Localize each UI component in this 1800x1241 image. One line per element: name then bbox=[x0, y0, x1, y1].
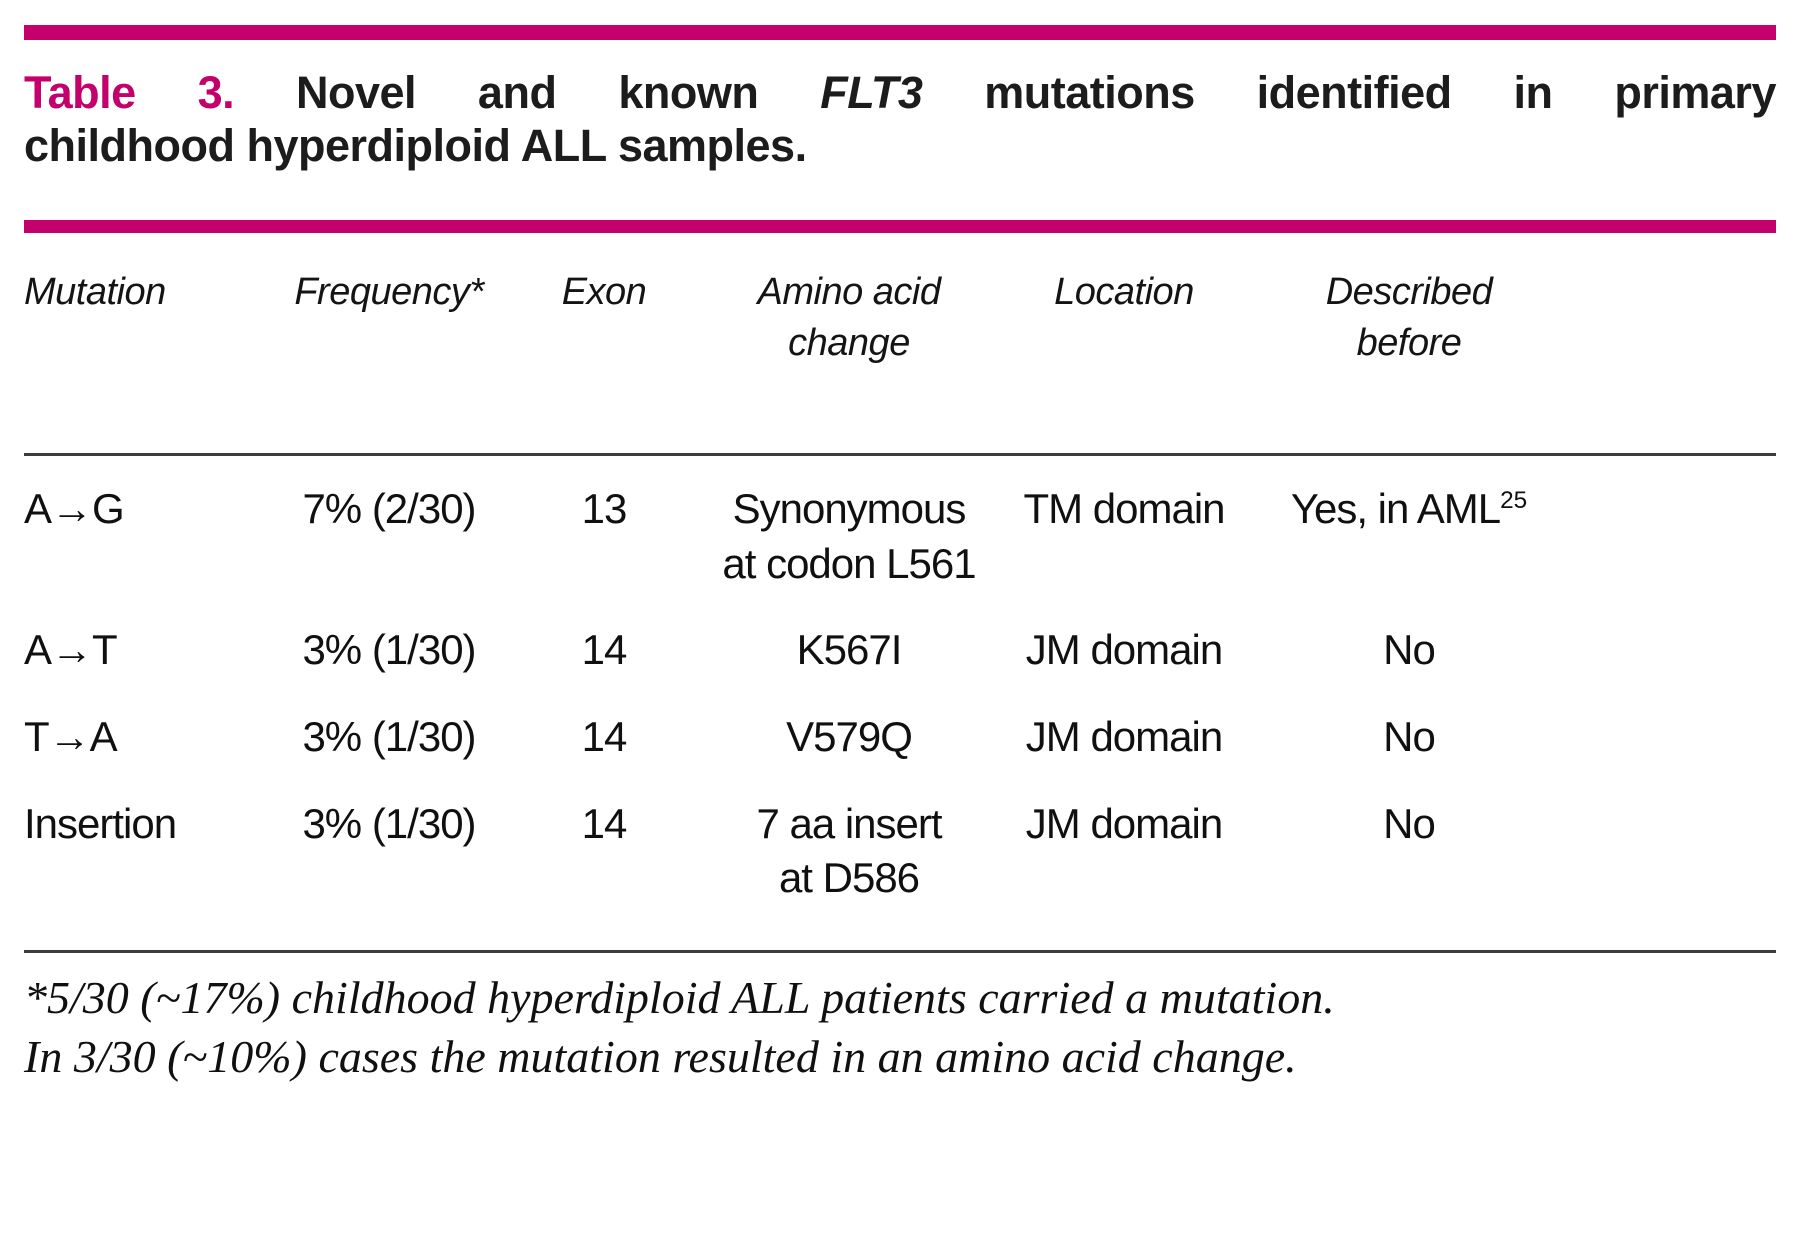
cell-frequency: 3% (1/30) bbox=[302, 626, 476, 674]
table-row: Insertion 3% (1/30) 14 7 aa insert at D5… bbox=[24, 797, 1776, 906]
footnote-divider-rule bbox=[24, 949, 1776, 953]
table-title-text-2: mutations identified in primary bbox=[984, 67, 1776, 118]
cell-amino-acid-change: 7 aa insert at D586 bbox=[756, 799, 942, 902]
footnote-line2: In 3/30 (~10%) cases the mutation result… bbox=[24, 1030, 1297, 1082]
column-header-exon: Exon bbox=[561, 271, 647, 314]
cell-described-before: Yes, in AML25 bbox=[1290, 485, 1528, 533]
cell-described-before: No bbox=[1383, 626, 1436, 674]
table-header-row: Mutation Frequency* Exon Amino acid chan… bbox=[24, 267, 1776, 417]
cell-frequency: 3% (1/30) bbox=[302, 712, 476, 760]
cell-location: JM domain bbox=[1025, 712, 1223, 760]
column-header-location: Location bbox=[1054, 271, 1194, 314]
cell-exon: 13 bbox=[581, 485, 628, 533]
reference-superscript: 25 bbox=[1500, 487, 1528, 515]
column-header-mutation: Mutation bbox=[24, 271, 166, 314]
cell-mutation: A→T bbox=[24, 626, 118, 674]
table-number-label: Table 3. bbox=[24, 67, 235, 118]
cell-amino-acid-change: V579Q bbox=[786, 712, 913, 760]
title-accent-rule bbox=[24, 220, 1776, 234]
table-row: T→A 3% (1/30) 14 V579Q JM domain No bbox=[24, 710, 1776, 765]
table-title-line1: Table 3. Novel and known FLT3 mutations … bbox=[24, 66, 1776, 119]
table-title: Table 3. Novel and known FLT3 mutations … bbox=[24, 66, 1776, 172]
footnote-line1: *5/30 (~17%) childhood hyperdiploid ALL … bbox=[24, 971, 1335, 1023]
column-header-frequency: Frequency* bbox=[294, 271, 484, 314]
cell-mutation: Insertion bbox=[24, 799, 177, 847]
table-row: A→G 7% (2/30) 13 Synonymous at codon L56… bbox=[24, 482, 1776, 591]
column-header-described-before: Described before bbox=[1325, 271, 1493, 365]
cell-frequency: 7% (2/30) bbox=[302, 485, 476, 533]
cell-described-before: No bbox=[1383, 712, 1436, 760]
cell-location: JM domain bbox=[1025, 799, 1223, 847]
cell-exon: 14 bbox=[581, 626, 628, 674]
top-accent-rule bbox=[24, 25, 1776, 40]
cell-amino-acid-change: K567I bbox=[796, 626, 903, 674]
column-header-amino-acid-change: Amino acid change bbox=[757, 271, 941, 365]
cell-exon: 14 bbox=[581, 712, 628, 760]
cell-amino-acid-change: Synonymous at codon L561 bbox=[722, 485, 976, 587]
table-row: A→T 3% (1/30) 14 K567I JM domain No bbox=[24, 623, 1776, 678]
cell-location: JM domain bbox=[1025, 626, 1223, 674]
table-title-line2: childhood hyperdiploid ALL samples. bbox=[24, 120, 807, 172]
cell-location: TM domain bbox=[1023, 485, 1225, 533]
cell-described-before: No bbox=[1383, 799, 1436, 847]
cell-exon: 14 bbox=[581, 799, 628, 847]
cell-mutation: T→A bbox=[24, 712, 118, 760]
gene-name-italic: FLT3 bbox=[820, 67, 923, 118]
table-footnote: *5/30 (~17%) childhood hyperdiploid ALL … bbox=[24, 969, 1776, 1087]
cell-mutation: A→G bbox=[24, 485, 125, 533]
header-divider-rule bbox=[24, 453, 1776, 457]
cell-frequency: 3% (1/30) bbox=[302, 799, 476, 847]
table-title-text-1: Novel and known bbox=[296, 67, 759, 118]
